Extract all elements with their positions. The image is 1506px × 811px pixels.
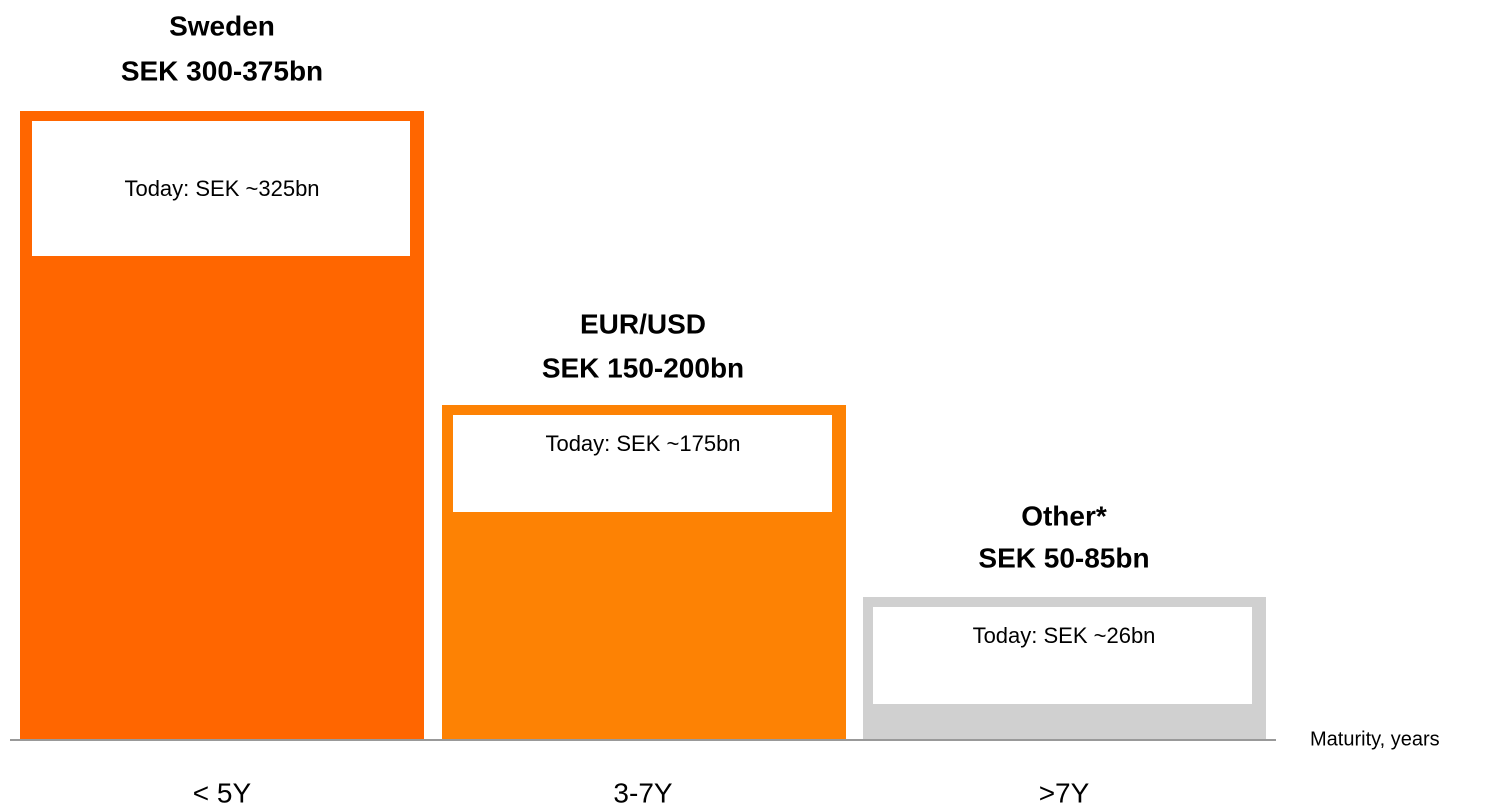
block-title: EUR/USD [580, 308, 706, 339]
category-label: < 5Y [193, 777, 252, 808]
category-label: 3-7Y [613, 777, 672, 808]
block-today: Today: SEK ~175bn [545, 431, 740, 456]
block-range: SEK 50-85bn [978, 542, 1149, 573]
axis-label: Maturity, years [1310, 728, 1440, 750]
block-range: SEK 150-200bn [542, 352, 744, 383]
block-title: Sweden [169, 10, 275, 41]
block-range: SEK 300-375bn [121, 55, 323, 86]
block-title: Other* [1021, 500, 1107, 531]
block-today: Today: SEK ~26bn [973, 623, 1156, 648]
inner-box [453, 415, 832, 512]
block-today: Today: SEK ~325bn [124, 176, 319, 201]
category-label: >7Y [1039, 777, 1090, 808]
inner-box [873, 607, 1252, 704]
inner-box [32, 121, 410, 256]
